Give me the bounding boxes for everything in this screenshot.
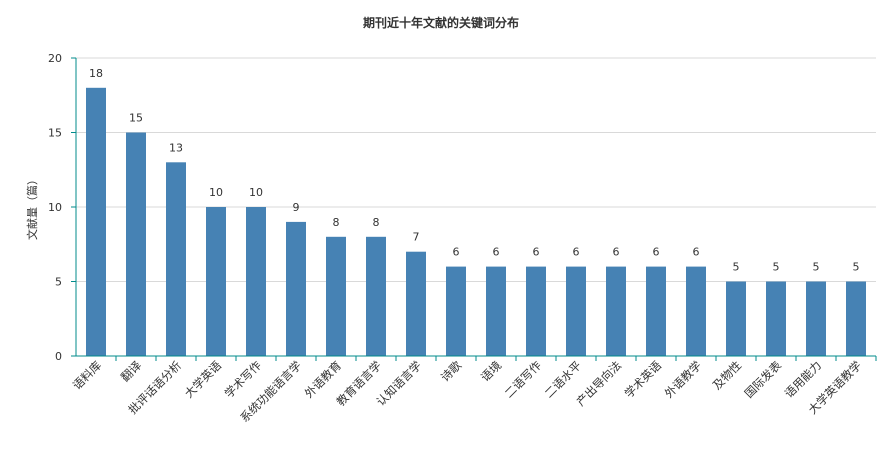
data-label: 7 bbox=[413, 231, 420, 244]
bars bbox=[86, 87, 866, 357]
data-label: 6 bbox=[573, 246, 580, 259]
bar bbox=[726, 281, 746, 356]
bar bbox=[686, 266, 706, 356]
data-label: 10 bbox=[249, 186, 263, 199]
data-label: 6 bbox=[533, 246, 540, 259]
data-label: 6 bbox=[493, 246, 500, 259]
data-label: 5 bbox=[853, 261, 860, 274]
x-tick-label: 语境 bbox=[478, 358, 504, 384]
bar bbox=[646, 266, 666, 356]
data-label: 6 bbox=[613, 246, 620, 259]
bar bbox=[366, 236, 386, 356]
chart-title: 期刊近十年文献的关键词分布 bbox=[362, 16, 519, 30]
gridlines bbox=[76, 57, 876, 282]
bar bbox=[486, 266, 506, 356]
bar bbox=[846, 281, 866, 356]
data-label: 9 bbox=[293, 201, 300, 214]
x-tick-label: 诗歌 bbox=[438, 358, 465, 385]
data-label: 13 bbox=[169, 141, 183, 154]
data-label: 8 bbox=[373, 216, 380, 229]
x-tick-label: 二语写作 bbox=[502, 358, 545, 401]
y-tick-label: 15 bbox=[48, 127, 62, 140]
bar bbox=[446, 266, 466, 356]
data-label: 6 bbox=[693, 246, 700, 259]
data-label: 10 bbox=[209, 186, 223, 199]
bar bbox=[166, 162, 186, 356]
x-tick-label: 及物性 bbox=[710, 358, 744, 392]
y-axis-label: 文献量（篇） bbox=[25, 174, 39, 240]
bar bbox=[806, 281, 826, 356]
y-tick-label: 0 bbox=[55, 350, 62, 363]
x-tick-label: 国际发表 bbox=[742, 358, 785, 401]
bar bbox=[126, 132, 146, 356]
data-label: 6 bbox=[453, 246, 460, 259]
y-tick-label: 20 bbox=[48, 52, 62, 65]
bar bbox=[406, 251, 426, 356]
x-tick-label: 外语教学 bbox=[662, 358, 704, 400]
data-label: 15 bbox=[129, 112, 143, 125]
y-tick-label: 5 bbox=[55, 276, 62, 289]
x-tick-label: 学术英语 bbox=[622, 358, 665, 401]
data-labels: 18 15 13 10 10 9 8 8 7 6 6 6 6 6 6 6 5 5 5 5 bbox=[89, 67, 860, 274]
bar bbox=[326, 236, 346, 356]
bar bbox=[206, 207, 226, 356]
bar bbox=[766, 281, 786, 356]
data-label: 5 bbox=[813, 261, 820, 274]
y-tick-label: 10 bbox=[48, 201, 62, 214]
bar bbox=[566, 266, 586, 356]
x-tick-label: 语料库 bbox=[70, 358, 104, 392]
data-label: 6 bbox=[653, 246, 660, 259]
data-label: 5 bbox=[773, 261, 780, 274]
x-tick-label: 大学英语 bbox=[182, 358, 225, 401]
bar bbox=[526, 266, 546, 356]
bar bbox=[606, 266, 626, 356]
x-tick-label: 翻译 bbox=[118, 358, 145, 385]
data-label: 8 bbox=[333, 216, 340, 229]
data-label: 5 bbox=[733, 261, 740, 274]
bar bbox=[246, 207, 266, 356]
bar bbox=[286, 221, 306, 356]
data-label: 18 bbox=[89, 67, 103, 80]
bar bbox=[86, 87, 106, 357]
